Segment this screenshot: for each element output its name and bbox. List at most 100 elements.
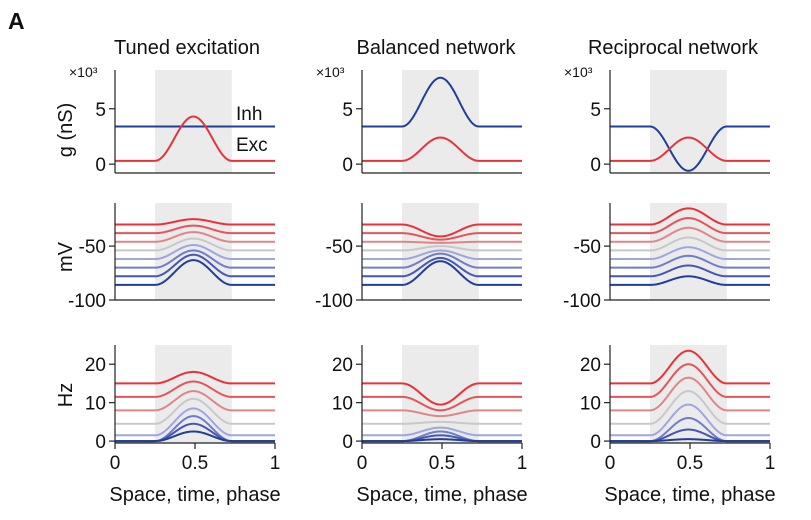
y-tick-label: 0 xyxy=(95,432,106,453)
x-tick-label: 1 xyxy=(765,453,776,474)
legend-inh: Inh xyxy=(236,104,262,125)
series-line-5 xyxy=(610,246,770,261)
x-tick-label: 0 xyxy=(605,453,616,474)
series-line-2 xyxy=(115,380,275,398)
x-tick-label: 1 xyxy=(517,453,528,474)
x-tick-label: 0 xyxy=(357,453,368,474)
x-axis-label: Space, time, phase xyxy=(604,484,775,506)
series-line-6 xyxy=(362,252,522,269)
shaded-region xyxy=(650,70,727,173)
y-tick-label: -100 xyxy=(563,291,601,312)
y-tick-label: -50 xyxy=(326,237,353,258)
panel-label: A xyxy=(8,8,25,34)
series-line-8 xyxy=(362,438,522,443)
shaded-region xyxy=(402,70,479,173)
series-line-inh xyxy=(362,76,522,128)
series-line-1 xyxy=(115,370,275,385)
ylabel-rate: Hz xyxy=(55,383,77,407)
series-line-4 xyxy=(362,245,522,252)
series-line-1 xyxy=(362,382,522,406)
series-line-4 xyxy=(115,237,275,252)
column-title-balanced-network: Balanced network xyxy=(357,37,517,59)
series-line-3 xyxy=(362,240,522,244)
series-line-7 xyxy=(610,264,770,278)
series-line-7 xyxy=(115,253,275,278)
y-tick-label: 5 xyxy=(95,100,106,121)
series-line-exc xyxy=(610,136,770,162)
x-tick-label: 0 xyxy=(110,453,121,474)
series-line-3 xyxy=(115,390,275,412)
y-tick-label: 5 xyxy=(590,100,601,121)
shaded-region xyxy=(650,203,727,300)
series-line-4 xyxy=(115,397,275,425)
x-axis-label: Space, time, phase xyxy=(109,484,280,506)
series-line-2 xyxy=(362,395,522,412)
y-tick-label: 0 xyxy=(342,155,353,176)
y-tick-label: 0 xyxy=(95,155,106,176)
series-line-3 xyxy=(115,231,275,243)
y-tick-label: 20 xyxy=(332,355,353,376)
ylabel-conductance: g (nS) xyxy=(55,103,77,157)
series-line-6 xyxy=(610,254,770,269)
series-line-3 xyxy=(610,376,770,412)
shaded-region xyxy=(402,203,479,300)
shaded-region xyxy=(155,70,232,173)
series-line-2 xyxy=(610,217,770,235)
series-line-2 xyxy=(115,224,275,235)
column-title-tuned-excitation: Tuned excitation xyxy=(114,37,260,59)
series-line-1 xyxy=(115,218,275,226)
y-tick-label: -100 xyxy=(315,291,353,312)
x-axis-label: Space, time, phase xyxy=(356,484,527,506)
column-title-reciprocal-network: Reciprocal network xyxy=(588,37,759,59)
series-line-inh xyxy=(610,125,770,172)
y-tick-label: -50 xyxy=(79,237,106,258)
series-line-8 xyxy=(610,438,770,443)
y-tick-label: 10 xyxy=(580,394,601,415)
series-line-4 xyxy=(362,420,522,425)
y-tick-label: 20 xyxy=(580,355,601,376)
y-tick-label: 0 xyxy=(590,432,601,453)
series-line-exc xyxy=(362,136,522,162)
series-line-2 xyxy=(362,232,522,241)
series-line-8 xyxy=(115,259,275,286)
y-tick-label: -50 xyxy=(574,237,601,258)
series-line-2 xyxy=(610,363,770,398)
series-line-1 xyxy=(610,349,770,385)
x-tick-label: 0.5 xyxy=(182,453,208,474)
series-line-exc xyxy=(115,115,275,162)
x-tick-label: 0.5 xyxy=(677,453,703,474)
series-line-5 xyxy=(362,426,522,437)
series-line-3 xyxy=(610,226,770,243)
panels: 0 5 ×10³ Inh Exc 0 5 ×10³ 0 5 ×10³ -50 -100 -50 -100 -5… xyxy=(68,64,776,506)
series-line-1 xyxy=(362,223,522,238)
y-multiplier-label: ×10³ xyxy=(564,64,593,80)
y-tick-label: 5 xyxy=(342,100,353,121)
series-line-8 xyxy=(362,260,522,286)
y-multiplier-label: ×10³ xyxy=(69,64,98,80)
legend-exc: Exc xyxy=(236,135,268,156)
series-line-5 xyxy=(610,403,770,437)
y-tick-label: 0 xyxy=(342,432,353,453)
x-tick-label: 1 xyxy=(270,453,281,474)
series-line-1 xyxy=(610,207,770,226)
ylabel-voltage: mV xyxy=(55,241,77,272)
series-line-5 xyxy=(115,407,275,437)
series-line-8 xyxy=(610,275,770,286)
y-tick-label: 10 xyxy=(332,394,353,415)
series-line-3 xyxy=(362,409,522,418)
y-tick-label: 10 xyxy=(85,394,106,415)
series-line-6 xyxy=(115,249,275,269)
y-multiplier-label: ×10³ xyxy=(316,64,345,80)
series-line-5 xyxy=(362,249,522,261)
series-line-4 xyxy=(610,236,770,252)
series-line-5 xyxy=(115,244,275,261)
series-line-4 xyxy=(610,390,770,425)
x-tick-label: 0.5 xyxy=(429,453,455,474)
series-line-8 xyxy=(115,430,275,443)
y-tick-label: 20 xyxy=(85,355,106,376)
y-tick-label: -100 xyxy=(68,291,106,312)
shaded-region xyxy=(155,203,232,300)
y-tick-label: 0 xyxy=(590,155,601,176)
series-line-7 xyxy=(362,256,522,278)
